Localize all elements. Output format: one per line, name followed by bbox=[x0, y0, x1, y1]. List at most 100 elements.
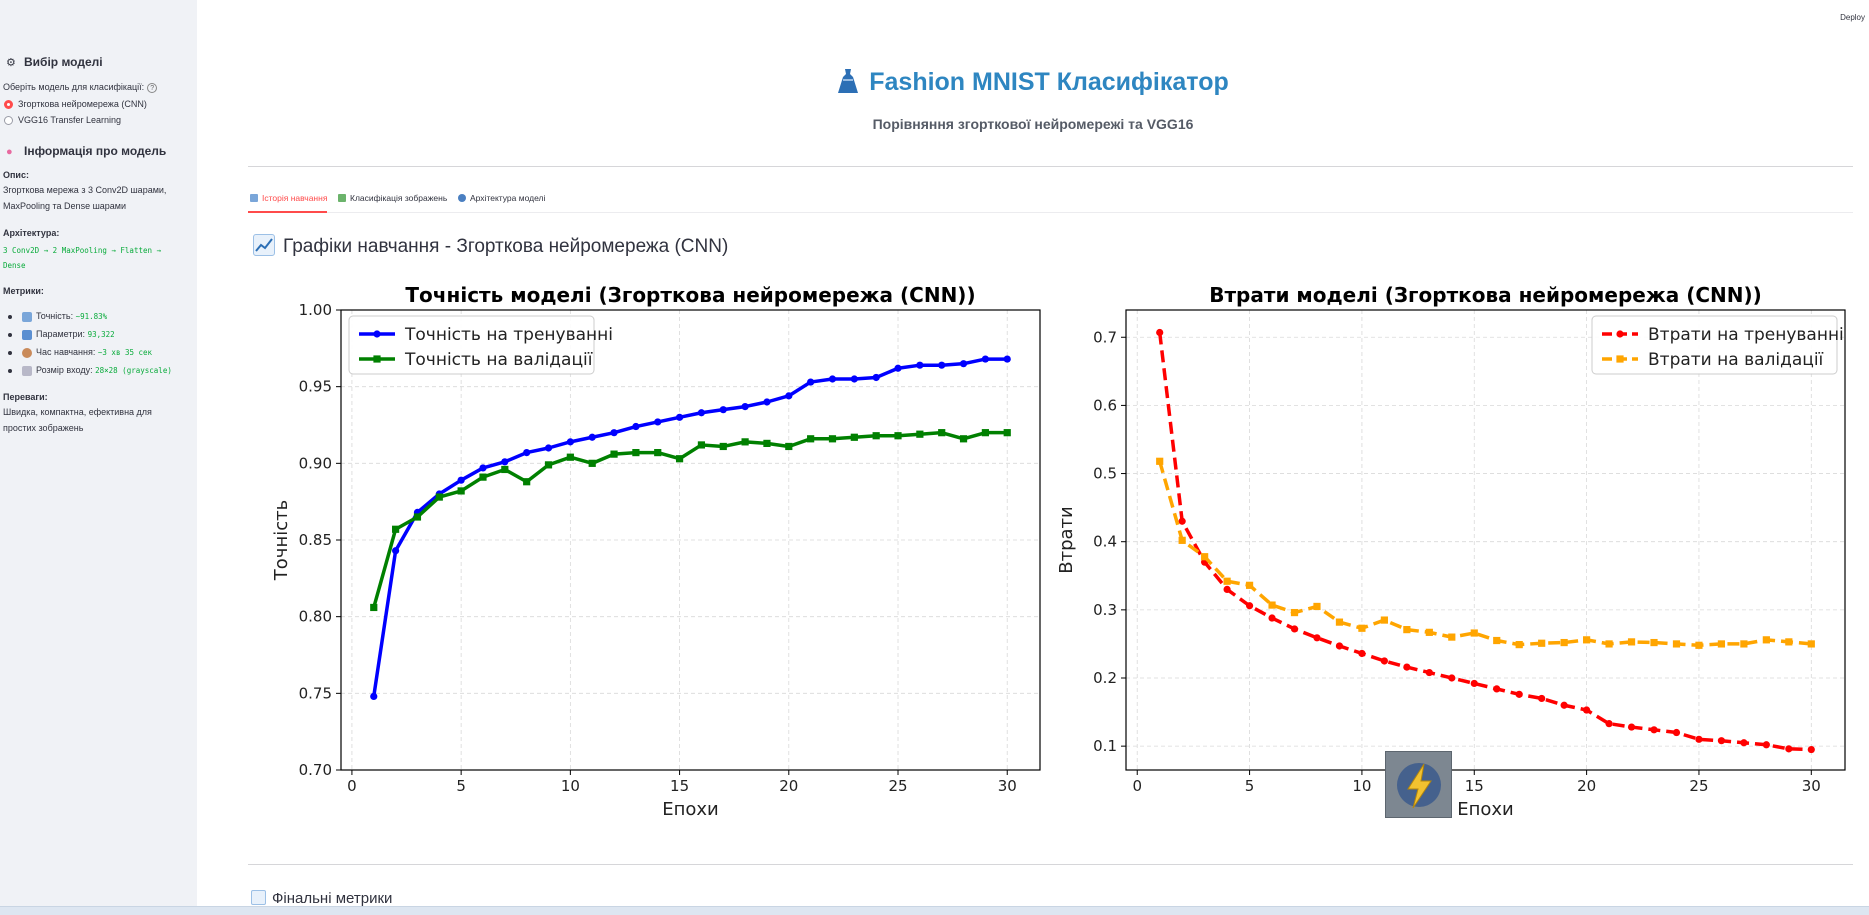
radio-cnn[interactable] bbox=[4, 100, 13, 109]
y-tick-label: 0.70 bbox=[299, 761, 332, 779]
architecture-line-2: Dense bbox=[3, 261, 26, 270]
x-tick-label: 30 bbox=[998, 777, 1017, 795]
data-point bbox=[1003, 429, 1011, 437]
y-tick-label: 1.00 bbox=[299, 301, 332, 319]
advantages-label: Переваги: bbox=[3, 392, 48, 402]
data-point bbox=[1380, 616, 1388, 624]
bar-chart-icon bbox=[22, 311, 32, 322]
data-point bbox=[392, 547, 400, 555]
data-point bbox=[741, 403, 749, 411]
data-point bbox=[807, 435, 815, 443]
tab-label: Архітектура моделі bbox=[470, 193, 546, 203]
data-point bbox=[1003, 355, 1011, 363]
radio-vgg16[interactable] bbox=[4, 116, 13, 125]
data-point bbox=[1448, 674, 1456, 682]
data-point bbox=[544, 444, 553, 452]
tab-image-classification[interactable]: Класифікація зображень bbox=[338, 193, 447, 203]
data-point bbox=[850, 433, 858, 441]
tab-training-history[interactable]: Історія навчання bbox=[250, 193, 327, 203]
dress-icon bbox=[838, 69, 859, 93]
data-point bbox=[1470, 679, 1478, 688]
metric-input-size: Розмір входу: 28×28 (grayscale) bbox=[8, 365, 172, 376]
x-tick-label: 25 bbox=[888, 777, 907, 795]
data-point bbox=[697, 409, 706, 417]
data-point bbox=[1672, 640, 1681, 648]
data-point bbox=[413, 513, 422, 521]
y-tick-label: 0.2 bbox=[1093, 669, 1117, 687]
metric-label: Параметри: bbox=[36, 329, 86, 339]
data-point bbox=[370, 603, 378, 612]
data-point bbox=[1560, 638, 1568, 647]
data-point bbox=[719, 406, 727, 414]
help-icon[interactable]: ? bbox=[147, 82, 158, 93]
metric-training-time: Час навчання: ~3 хв 35 сек bbox=[8, 347, 152, 358]
x-tick-label: 5 bbox=[1245, 777, 1255, 795]
x-tick-label: 25 bbox=[1689, 777, 1708, 795]
radio-vgg16-label[interactable]: VGG16 Transfer Learning bbox=[18, 115, 122, 125]
data-point bbox=[1695, 735, 1703, 743]
metrics-label: Метрики: bbox=[3, 286, 44, 296]
legend-box bbox=[1591, 315, 1838, 375]
data-point bbox=[654, 449, 662, 457]
description-line-2: MaxPooling та Dense шарами bbox=[3, 201, 127, 211]
y-tick-label: 0.3 bbox=[1093, 601, 1117, 619]
active-tab-indicator bbox=[248, 211, 327, 213]
metric-value: ~3 хв 35 сек bbox=[97, 348, 153, 357]
data-point bbox=[501, 465, 509, 474]
gear-icon: ⚙ bbox=[6, 57, 16, 69]
data-point bbox=[1290, 625, 1299, 633]
data-point bbox=[610, 429, 618, 437]
plot-frame bbox=[1125, 309, 1846, 771]
data-point bbox=[981, 429, 989, 437]
data-point bbox=[1627, 723, 1636, 731]
chart-increasing-icon bbox=[253, 234, 275, 256]
model-select-header: ⚙ Вибір моделі bbox=[6, 55, 103, 69]
data-point bbox=[785, 392, 793, 400]
x-tick-label: 0 bbox=[1132, 777, 1142, 795]
radio-cnn-label[interactable]: Згорткова нейромережа (CNN) bbox=[18, 99, 147, 109]
data-point bbox=[675, 413, 684, 421]
data-point bbox=[1223, 577, 1231, 585]
data-point bbox=[959, 435, 968, 443]
x-tick-label: 0 bbox=[347, 777, 357, 795]
y-tick-label: 0.4 bbox=[1093, 533, 1117, 551]
data-point bbox=[1672, 728, 1681, 737]
final-metrics-title: Фінальні метрики bbox=[251, 890, 392, 907]
deploy-button[interactable]: Deploy bbox=[1840, 13, 1865, 22]
timer-icon bbox=[22, 347, 32, 358]
data-point bbox=[588, 459, 596, 467]
data-point bbox=[457, 476, 465, 484]
chart-title: Точність моделі (Згорткова нейромережа (… bbox=[405, 283, 975, 307]
data-point bbox=[1425, 668, 1433, 677]
data-point bbox=[1178, 536, 1186, 544]
y-axis-label: Точність bbox=[271, 500, 292, 581]
tab-bar-border bbox=[327, 212, 1853, 213]
data-point bbox=[807, 378, 815, 386]
bullet bbox=[8, 332, 12, 337]
data-point bbox=[1740, 640, 1748, 648]
data-point bbox=[479, 473, 487, 481]
lightning-icon[interactable] bbox=[1385, 751, 1452, 818]
chart-title: Втрати моделі (Згорткова нейромережа (CN… bbox=[1209, 283, 1762, 307]
lightning-glyph bbox=[1397, 763, 1441, 809]
tab-model-architecture[interactable]: Архітектура моделі bbox=[458, 193, 545, 203]
data-point bbox=[523, 478, 531, 486]
data-point bbox=[828, 375, 837, 383]
y-tick-label: 0.85 bbox=[299, 531, 332, 549]
data-point bbox=[1380, 657, 1388, 665]
metric-value: 93,322 bbox=[87, 330, 115, 339]
architecture-label: Архітектура: bbox=[3, 228, 60, 238]
data-point bbox=[938, 361, 946, 369]
data-point bbox=[1156, 328, 1164, 337]
data-point bbox=[479, 464, 487, 472]
page-subtitle: Порівняння згорткової нейромережі та VGG… bbox=[872, 116, 1194, 132]
data-point bbox=[1538, 639, 1546, 647]
brain-icon: ● bbox=[6, 146, 13, 158]
model-info-header: ● Інформація про модель bbox=[6, 144, 166, 158]
legend-label: Точність на валідації bbox=[404, 350, 593, 370]
data-point bbox=[894, 432, 902, 440]
data-point bbox=[1178, 517, 1186, 525]
data-point bbox=[872, 432, 880, 440]
data-point bbox=[632, 449, 640, 457]
data-point bbox=[1583, 706, 1591, 714]
